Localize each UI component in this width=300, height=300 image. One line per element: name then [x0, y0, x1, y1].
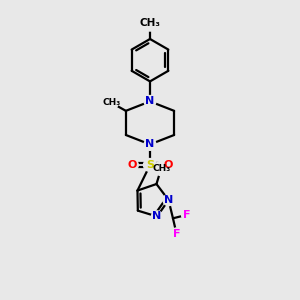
Text: N: N: [164, 195, 173, 205]
Text: O: O: [164, 160, 173, 170]
Circle shape: [171, 228, 182, 239]
Text: O: O: [127, 160, 136, 170]
Text: N: N: [146, 140, 154, 149]
Circle shape: [154, 161, 168, 176]
Circle shape: [143, 158, 157, 172]
Circle shape: [182, 209, 193, 220]
Circle shape: [142, 15, 158, 31]
Text: F: F: [183, 210, 191, 220]
Text: CH₃: CH₃: [152, 164, 170, 173]
Text: S: S: [146, 160, 154, 170]
Text: N: N: [152, 212, 162, 221]
Circle shape: [144, 95, 156, 107]
Circle shape: [125, 158, 138, 172]
Text: CH₃: CH₃: [140, 18, 160, 28]
Circle shape: [104, 95, 118, 110]
Circle shape: [162, 158, 175, 172]
Text: CH₃: CH₃: [102, 98, 120, 107]
Circle shape: [144, 139, 156, 150]
Circle shape: [152, 211, 163, 222]
Text: N: N: [146, 96, 154, 106]
Text: F: F: [173, 229, 180, 238]
Circle shape: [163, 194, 174, 206]
